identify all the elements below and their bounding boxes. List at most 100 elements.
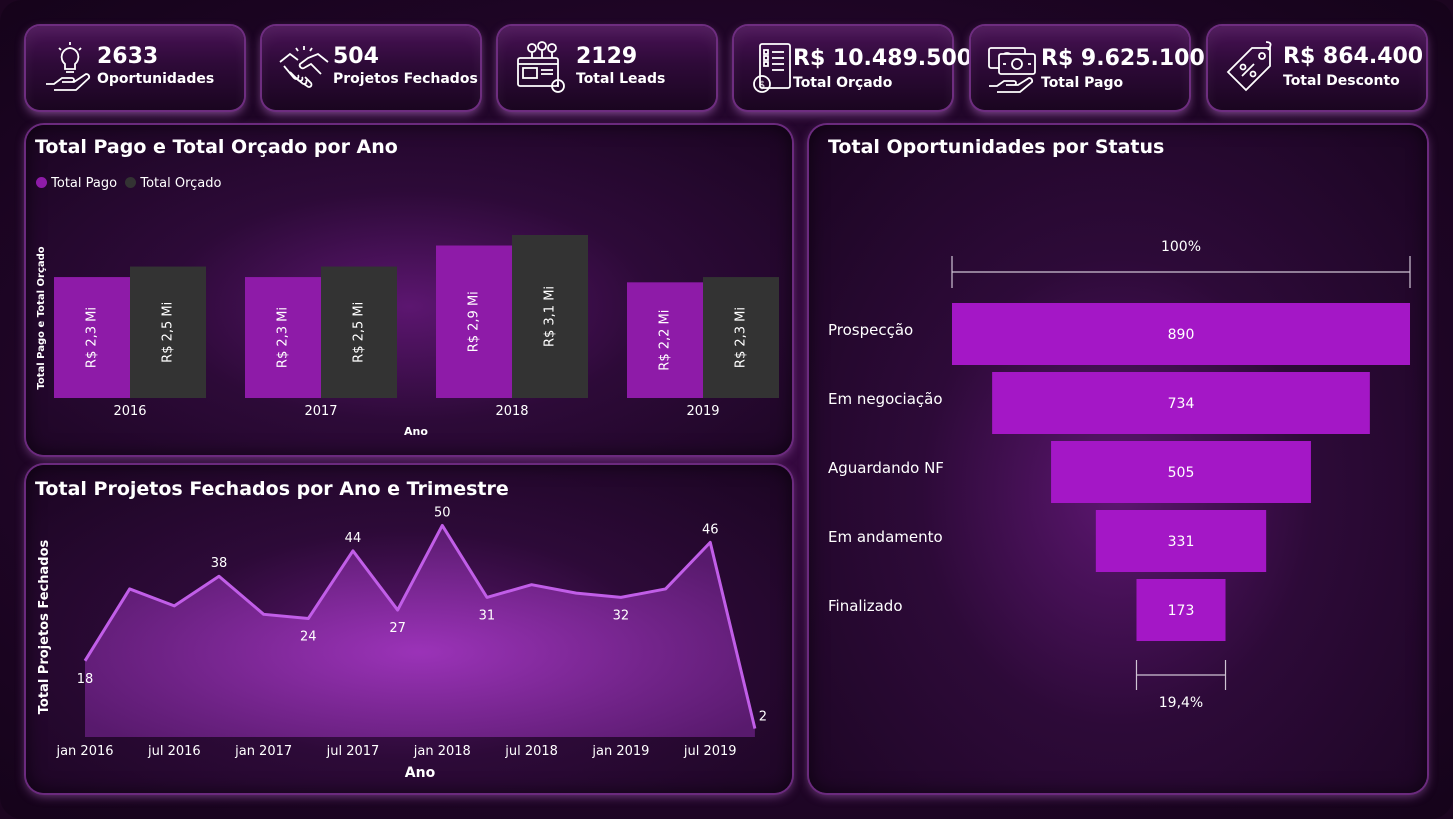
x-tick-label: 2017 xyxy=(304,404,337,419)
x-tick-label: 2016 xyxy=(113,404,146,419)
bar-total-pago-2016 xyxy=(54,277,130,398)
x-tick-label: jan 2018 xyxy=(413,744,471,759)
funnel-bar xyxy=(1095,510,1267,572)
area-data-label: 2 xyxy=(759,710,767,725)
bar-total-pago-2018 xyxy=(436,245,512,398)
kpi-label: Projetos Fechados xyxy=(333,71,478,87)
bar-total-orcado-2019 xyxy=(703,277,779,398)
funnel-category-label: Em andamento xyxy=(828,528,943,546)
x-tick-label: jul 2019 xyxy=(683,744,737,759)
bar-data-label: R$ 2,3 Mi xyxy=(734,307,749,368)
area-chart-title: Total Projetos Fechados por Ano e Trimes… xyxy=(35,478,509,500)
bar-total-pago-2017 xyxy=(245,277,321,398)
area-chart: 18 38 24 44 27 50 31 32 46 2 jan 2016 jul 2016 jan 2… xyxy=(37,505,767,781)
kpi-value: R$ 864.400 xyxy=(1283,44,1424,69)
legend-dot-total-orcado xyxy=(125,177,137,188)
x-tick-label: 2019 xyxy=(686,404,719,419)
kpi-label: Total Pago xyxy=(1041,75,1124,91)
area-data-label: 46 xyxy=(702,522,719,537)
funnel-top-percent: 100% xyxy=(1161,239,1201,255)
funnel-chart: 100% 890 Prospecção 734 Em negociação 505 Agua… xyxy=(828,239,1411,711)
kpi-label: Oportunidades xyxy=(97,71,215,87)
kpi-card-oportunidades[interactable]: 2633 Oportunidades xyxy=(26,26,244,110)
price-tag-icon xyxy=(1226,41,1272,92)
funnel-bar-value: 173 xyxy=(1168,603,1195,619)
area-chart-panel: Total Projetos Fechados por Ano e Trimes… xyxy=(26,465,792,793)
funnel-category-label: Finalizado xyxy=(828,597,903,615)
kpi-label: Total Leads xyxy=(576,71,666,87)
funnel-bar-value: 734 xyxy=(1168,396,1195,412)
funnel-bar-value: 331 xyxy=(1168,534,1195,550)
funnel-bar-value: 890 xyxy=(1168,327,1195,343)
area-data-label: 31 xyxy=(479,608,496,623)
bar-total-orcado-2016 xyxy=(130,266,206,398)
area-data-label: 44 xyxy=(345,531,362,546)
funnel-category-label: Em negociação xyxy=(828,390,943,408)
kpi-card-total-desconto[interactable]: R$ 864.400 Total Desconto xyxy=(1208,26,1426,110)
x-tick-label: jan 2019 xyxy=(591,744,649,759)
bar-chart-legend: Total Pago Total Orçado xyxy=(36,176,221,191)
funnel-category-label: Prospecção xyxy=(828,321,913,339)
money-hand-icon xyxy=(988,47,1036,93)
bar-data-label: R$ 2,9 Mi xyxy=(467,291,482,352)
bar-data-label: R$ 2,5 Mi xyxy=(161,302,176,363)
funnel-chart-title: Total Oportunidades por Status xyxy=(828,136,1165,158)
bar-chart-panel: Total Pago e Total Orçado por Ano Total … xyxy=(26,125,792,455)
bar-chart-title: Total Pago e Total Orçado por Ano xyxy=(35,136,398,158)
legend-dot-total-pago xyxy=(36,177,47,188)
bar-data-label: R$ 2,2 Mi xyxy=(658,310,673,371)
funnel-bar xyxy=(992,372,1370,434)
kpi-card-total-orcado[interactable]: $ R$ 10.489.500 Total Orçado xyxy=(734,26,972,110)
x-tick-label: jan 2017 xyxy=(234,744,292,759)
funnel-category-label: Aguardando NF xyxy=(828,459,944,477)
area-data-label: 27 xyxy=(389,621,406,636)
area-line xyxy=(83,523,757,729)
bar-total-orcado-2018 xyxy=(512,235,588,398)
bar-data-label: R$ 3,1 Mi xyxy=(543,286,558,347)
bar-data-label: R$ 2,5 Mi xyxy=(352,302,367,363)
kpi-card-projetos-fechados[interactable]: 504 Projetos Fechados xyxy=(262,26,480,110)
funnel-bar xyxy=(1136,579,1226,641)
kpi-card-total-leads[interactable]: 2129 Total Leads xyxy=(498,26,716,110)
kpi-value: 504 xyxy=(333,44,379,69)
funnel-bar xyxy=(1051,441,1311,503)
area-fill xyxy=(85,525,755,737)
area-data-label: 32 xyxy=(613,608,630,623)
area-data-label: 18 xyxy=(77,672,94,687)
bar-total-pago-2019 xyxy=(627,282,703,398)
kpi-value: 2633 xyxy=(97,44,159,69)
funnel-bottom-percent: 19,4% xyxy=(1159,695,1203,711)
funnel-bar-value: 505 xyxy=(1168,465,1195,481)
y-axis-title: Total Pago e Total Orçado xyxy=(36,246,47,389)
handshake-icon xyxy=(279,46,329,88)
kpi-value: 2129 xyxy=(576,44,638,69)
area-data-label: 50 xyxy=(434,505,451,520)
x-tick-label: jul 2018 xyxy=(504,744,558,759)
kpi-label: Total Desconto xyxy=(1283,73,1400,89)
bar-total-orcado-2017 xyxy=(321,266,397,398)
lightbulb-hand-icon xyxy=(46,42,91,91)
kpi-value: R$ 10.489.500 xyxy=(793,46,973,71)
x-tick-label: 2018 xyxy=(495,404,528,419)
area-data-label: 38 xyxy=(211,556,228,571)
x-tick-label: jul 2017 xyxy=(326,744,380,759)
funnel-bar xyxy=(952,303,1410,365)
funnel-chart-panel: Total Oportunidades por Status 100% 890 Pr… xyxy=(809,125,1427,793)
area-data-label: 24 xyxy=(300,630,317,645)
x-tick-label: jul 2016 xyxy=(147,744,201,759)
svg-text:$: $ xyxy=(759,80,765,91)
x-axis-title: Ano xyxy=(405,765,436,781)
kpi-label: Total Orçado xyxy=(793,75,893,91)
invoice-icon: $ xyxy=(753,43,791,93)
legend-label-total-pago: Total Pago xyxy=(51,176,118,191)
bar-data-label: R$ 2,3 Mi xyxy=(276,307,291,368)
kpi-card-total-pago[interactable]: R$ 9.625.100 Total Pago xyxy=(971,26,1205,110)
bar-data-label: R$ 2,3 Mi xyxy=(85,307,100,368)
x-axis-title: Ano xyxy=(404,425,428,438)
legend-label-total-orcado: Total Orçado xyxy=(140,176,222,191)
web-leads-icon xyxy=(517,41,565,93)
bar-chart: R$ 2,3 Mi R$ 2,5 Mi 2016 R$ 2,3 Mi R$ 2,5 Mi… xyxy=(36,235,779,438)
kpi-value: R$ 9.625.100 xyxy=(1041,46,1205,71)
y-axis-title: Total Projetos Fechados xyxy=(37,540,52,715)
